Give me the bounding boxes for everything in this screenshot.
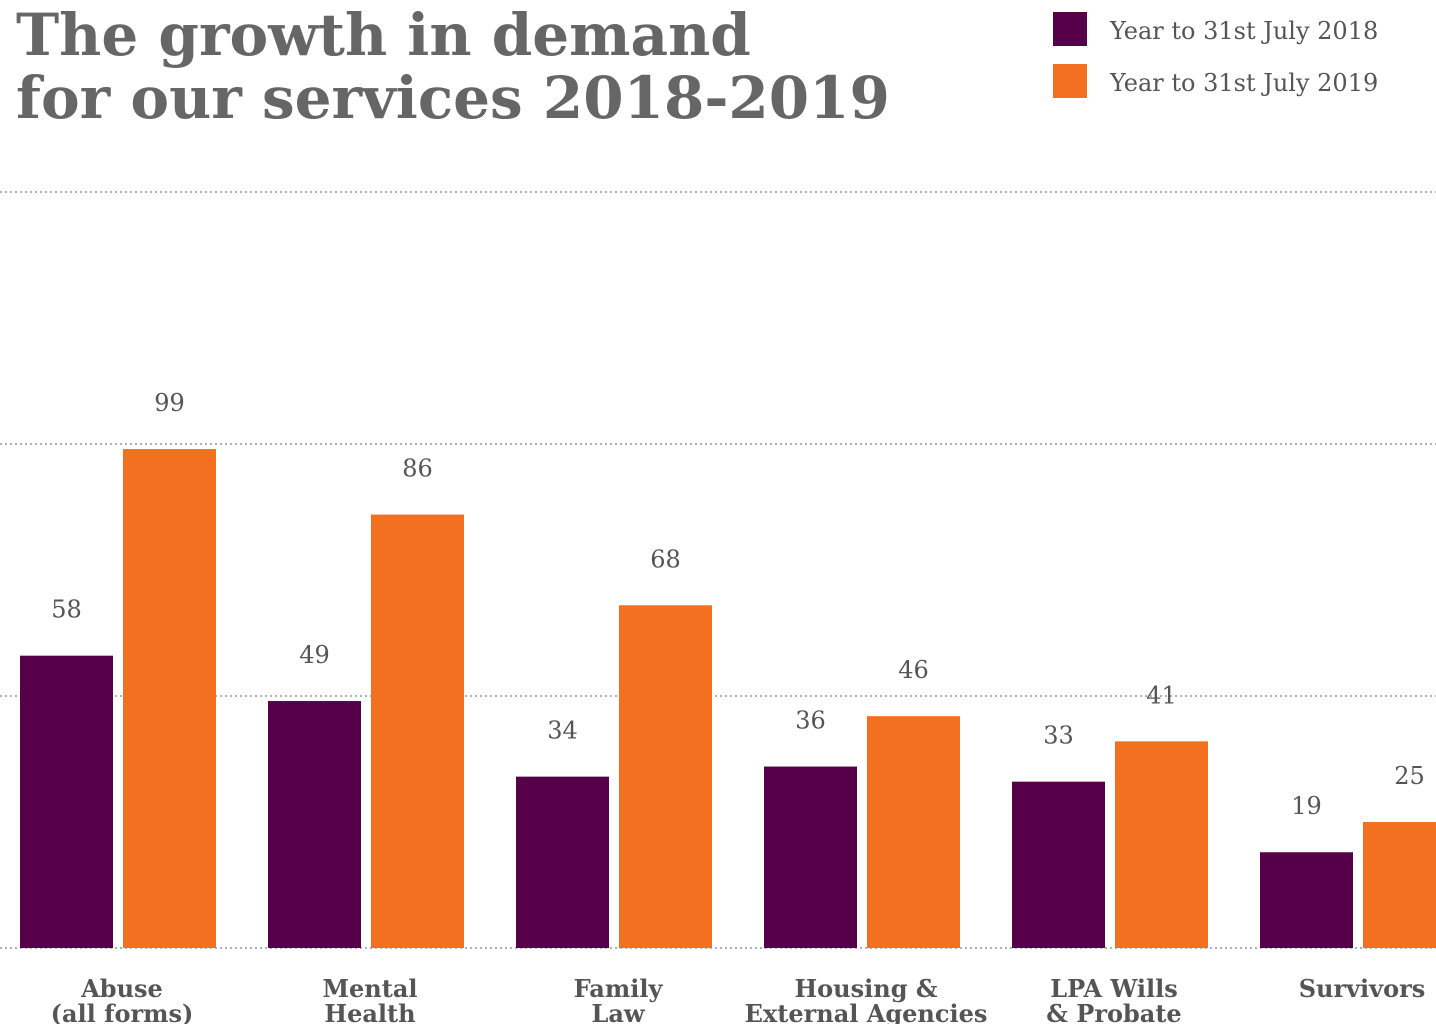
bar: [867, 716, 960, 948]
value-label: 19: [1291, 792, 1322, 820]
bar: [619, 605, 712, 948]
x-tick-label: Survivors: [1299, 974, 1426, 1003]
bar: [764, 766, 857, 948]
x-tick-label: Abuse (all forms): [51, 974, 194, 1024]
value-label: 86: [402, 455, 433, 483]
chart-title: The growth in demand for our services 201…: [16, 1, 890, 132]
legend-swatch: [1053, 64, 1087, 98]
value-label: 41: [1146, 681, 1177, 709]
value-label: 46: [898, 656, 929, 684]
legend-swatch: [1053, 12, 1087, 46]
bar: [123, 449, 216, 948]
bar: [371, 514, 464, 948]
bar: [1363, 822, 1436, 948]
value-label: 33: [1043, 722, 1074, 750]
bar: [1115, 741, 1208, 948]
x-tick-label: Mental Health: [322, 974, 417, 1024]
x-tick-label: LPA Wills & Probate: [1046, 974, 1181, 1024]
legend-label: Year to 31st July 2018: [1109, 17, 1378, 45]
value-label: 58: [51, 596, 82, 624]
bar: [1012, 781, 1105, 948]
bar: [20, 655, 113, 948]
bar: [516, 776, 609, 948]
bar: [268, 701, 361, 948]
bar: [1260, 852, 1353, 948]
legend-label: Year to 31st July 2019: [1109, 69, 1378, 97]
x-tick-label: Family Law: [574, 974, 664, 1024]
value-label: 25: [1394, 762, 1425, 790]
value-label: 34: [547, 717, 578, 745]
x-tick-label: Housing & External Agencies: [745, 974, 988, 1024]
value-label: 49: [299, 641, 330, 669]
value-label: 99: [154, 389, 185, 417]
value-label: 36: [795, 707, 826, 735]
value-label: 68: [650, 545, 681, 573]
